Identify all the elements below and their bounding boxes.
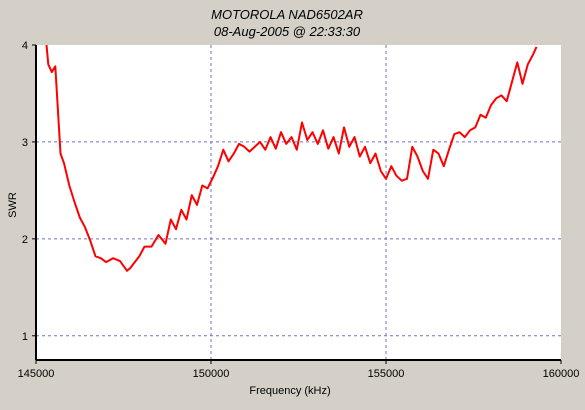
y-tick-label: 4 <box>22 40 28 52</box>
x-tick-label: 150000 <box>193 368 230 380</box>
y-tick-label: 2 <box>22 234 28 246</box>
chart-title: MOTOROLA NAD6502AR <box>211 7 363 22</box>
x-tick-label: 155000 <box>368 368 405 380</box>
plot-area <box>36 45 561 360</box>
y-tick-label: 3 <box>22 137 28 149</box>
y-axis-label: SWR <box>7 192 19 218</box>
x-axis-label: Frequency (kHz) <box>249 385 330 397</box>
series-line-swr <box>45 44 538 272</box>
grid-lines <box>36 45 561 360</box>
tick-labels: 1 2 3 4 145000 150000 155000 160000 <box>18 40 580 380</box>
x-tick-label: 160000 <box>543 368 580 380</box>
x-tick-label: 145000 <box>18 368 55 380</box>
chart-subtitle: 08-Aug-2005 @ 22:33:30 <box>214 24 361 39</box>
y-tick-label: 1 <box>22 331 28 343</box>
